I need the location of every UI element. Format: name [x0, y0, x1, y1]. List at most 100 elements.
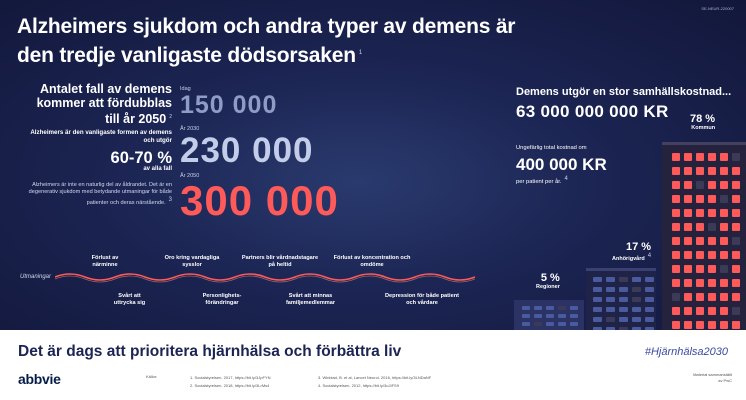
infographic-panel: SE-NEUR-220007 Alzheimers sjukdom och an…	[0, 0, 746, 330]
building-window	[606, 297, 615, 302]
building-window	[645, 287, 654, 292]
building-window	[708, 209, 716, 217]
building-window	[593, 297, 602, 302]
building-window	[684, 321, 692, 329]
tagline: Det är dags att prioritera hjärnhälsa oc…	[18, 343, 402, 360]
building-window	[696, 223, 704, 231]
building-window	[593, 317, 602, 322]
sources-label: Källor:	[146, 374, 158, 379]
building-window	[696, 321, 704, 329]
main-title: Alzheimers sjukdom och andra typer av de…	[17, 14, 517, 69]
building-window	[732, 181, 740, 189]
source-references: 1. Socialstyrelsen, 2017, https://bit.ly…	[190, 374, 458, 390]
building-window	[720, 321, 728, 329]
building-window	[684, 223, 692, 231]
building-window	[672, 153, 680, 161]
building-window	[708, 237, 716, 245]
building-window	[606, 317, 615, 322]
building-window	[619, 317, 628, 322]
building-window	[546, 322, 554, 326]
building-window	[632, 307, 641, 312]
percentage-label: av alla fall	[143, 166, 172, 173]
building-window	[534, 314, 542, 318]
challenge-item: Personlighets- förändringar	[202, 293, 242, 306]
reference-item[interactable]: 1. Socialstyrelsen, 2017, https://bit.ly…	[190, 375, 271, 380]
building-window	[720, 265, 728, 273]
left-facts: Antalet fall av demens kommer att fördub…	[20, 82, 172, 207]
building-window	[534, 322, 542, 326]
building-window	[708, 279, 716, 287]
document-code: SE-NEUR-220007	[701, 6, 734, 11]
building-window	[522, 306, 530, 310]
building-window	[522, 314, 530, 318]
alzheimers-percentage: 60-70 %	[110, 149, 172, 168]
building-window	[684, 251, 692, 259]
building-window	[720, 293, 728, 301]
building-window	[720, 153, 728, 161]
building-window	[720, 251, 728, 259]
building-window	[619, 277, 628, 282]
building-kommun	[662, 142, 746, 330]
bar-label-kommun: 78 % Kommun	[690, 113, 716, 131]
building-window	[708, 265, 716, 273]
building-window	[684, 279, 692, 287]
building-window	[672, 293, 680, 301]
degenerative-note: Alzheimers är inte en naturlig del av ål…	[28, 182, 172, 206]
building-window	[672, 321, 680, 329]
case-numbers: Idag 150 000 År 2030 230 000 År 2050 300…	[180, 86, 339, 222]
building-window	[546, 314, 554, 318]
year-label-2050: År 2050	[180, 173, 200, 179]
reference-item[interactable]: 3. Winblad, B. et al, Lancet Neurol. 201…	[318, 375, 432, 380]
cases-2050: 300 000	[180, 177, 339, 224]
building-window	[696, 237, 704, 245]
building-window	[672, 223, 680, 231]
reference-item[interactable]: 2. Socialstyrelsen, 2018, https://bit.ly…	[190, 383, 270, 388]
building-window	[708, 293, 716, 301]
building-window	[632, 277, 641, 282]
building-window	[558, 306, 566, 310]
material-credit: Material sammanställt av PwC	[693, 372, 732, 383]
building-window	[619, 307, 628, 312]
building-window	[732, 223, 740, 231]
building-window	[684, 153, 692, 161]
footer: Det är dags att prioritera hjärnhälsa oc…	[0, 330, 746, 400]
challenge-item: Svårt att minnas familjemedlemmar	[285, 293, 336, 306]
cost-note: Ungefärlig total kostnad om	[516, 145, 587, 151]
cases-2030: 230 000	[180, 131, 314, 170]
building-window	[708, 321, 716, 329]
per-patient-cost: 400 000 KR	[516, 155, 607, 174]
building-window	[672, 237, 680, 245]
building-window	[606, 327, 615, 330]
building-window	[593, 327, 602, 330]
building-window	[672, 307, 680, 315]
building-window	[684, 237, 692, 245]
building-window	[672, 195, 680, 203]
building-window	[732, 251, 740, 259]
heading-ref: 2	[169, 114, 172, 120]
challenge-item: Förlust av koncentration och omdöme	[333, 255, 411, 268]
building-window	[672, 181, 680, 189]
building-window	[570, 314, 578, 318]
building-window	[632, 317, 641, 322]
reference-item[interactable]: 4. Socialstyrelsen, 2012, https://bit.ly…	[318, 383, 399, 388]
building-window	[672, 209, 680, 217]
building-window	[696, 279, 704, 287]
building-window	[619, 327, 628, 330]
building-anhorigvard	[586, 268, 656, 330]
hashtag[interactable]: #Hjärnhälsa2030	[644, 346, 728, 358]
doubling-heading: Antalet fall av demens kommer att fördub…	[36, 82, 172, 127]
building-window	[684, 167, 692, 175]
building-window	[606, 307, 615, 312]
building-window	[684, 293, 692, 301]
building-window	[720, 167, 728, 175]
challenge-item: Partners blir vårdnadstagare på heltid	[241, 255, 319, 268]
building-window	[645, 277, 654, 282]
building-window	[708, 307, 716, 315]
building-window	[732, 153, 740, 161]
challenge-item: Svårt att uttrycka sig	[113, 293, 146, 306]
building-window	[708, 153, 716, 161]
building-window	[696, 251, 704, 259]
building-window	[708, 223, 716, 231]
cases-today: 150 000	[180, 91, 278, 119]
total-cost: 63 000 000 000 KR	[516, 102, 669, 121]
